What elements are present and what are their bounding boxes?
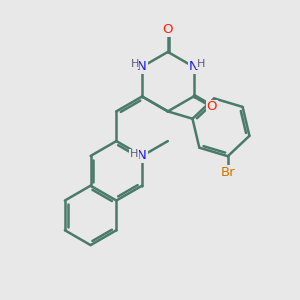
Text: H: H <box>197 59 205 69</box>
Text: O: O <box>206 100 217 113</box>
Text: N: N <box>137 149 147 162</box>
Text: N: N <box>189 60 198 73</box>
Text: H: H <box>130 59 139 69</box>
Text: N: N <box>137 60 147 73</box>
Text: O: O <box>163 23 173 36</box>
Text: H: H <box>130 149 138 160</box>
Text: Br: Br <box>220 166 235 179</box>
